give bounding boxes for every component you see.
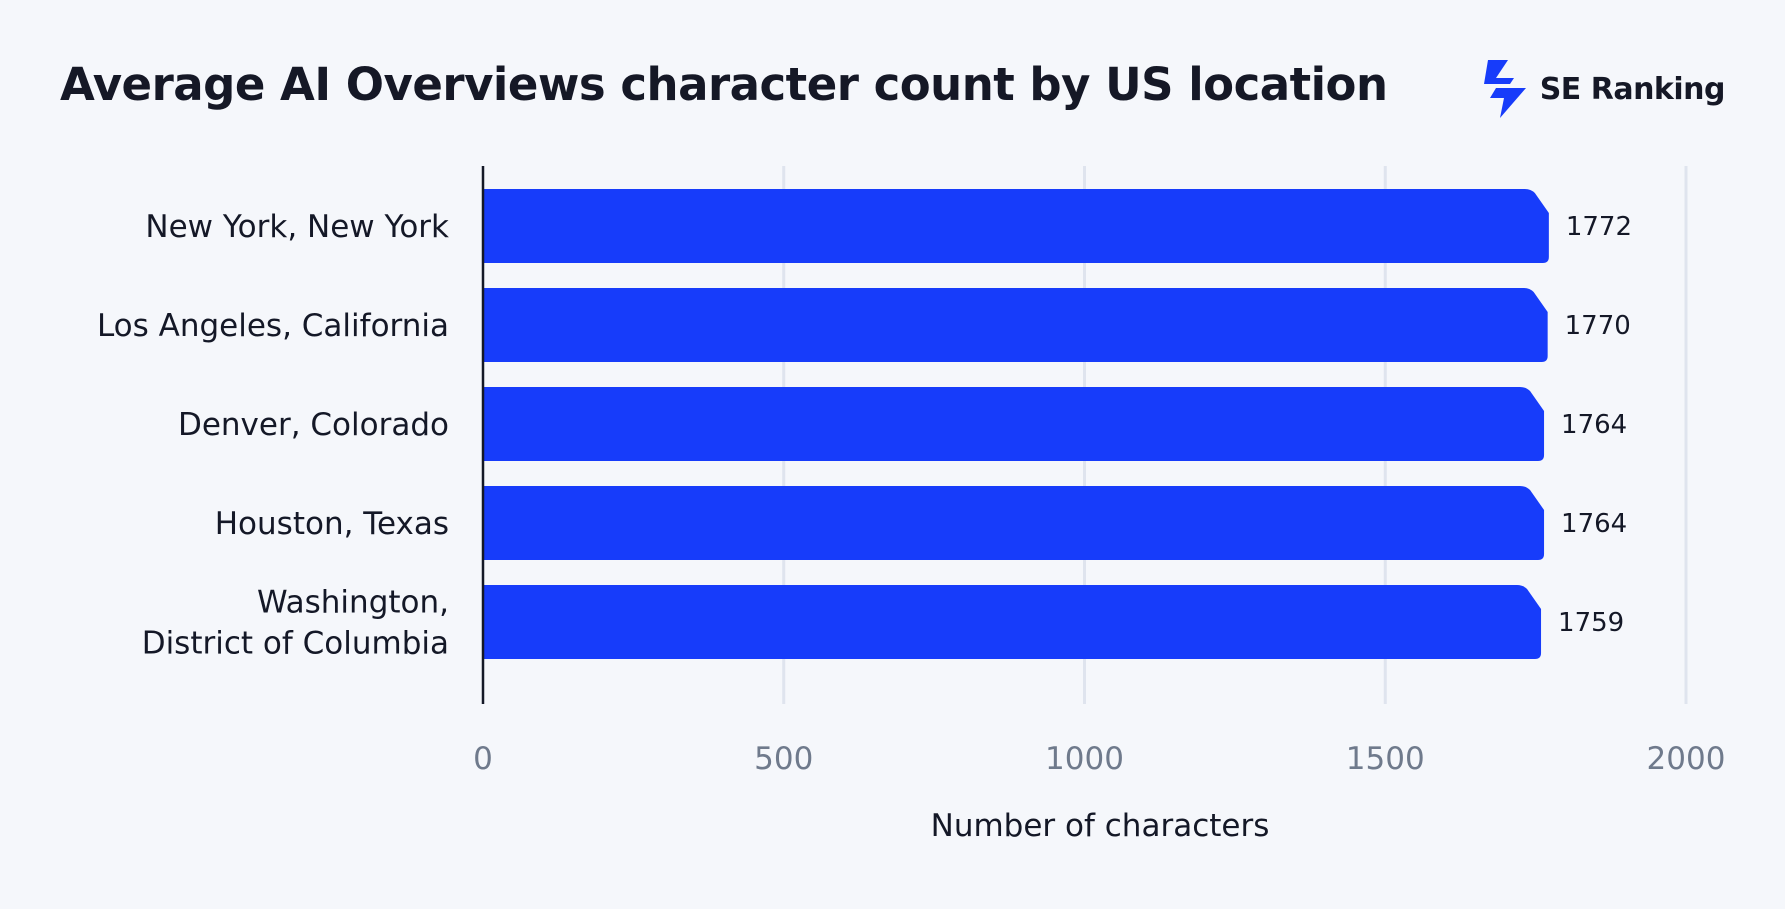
brand-name: SE Ranking [1539,71,1726,107]
bar [483,189,1549,263]
chart-title: Average AI Overviews character count by … [60,58,1388,111]
category-label: Denver, Colorado [178,407,449,443]
value-label: 1764 [1561,509,1627,539]
category-label: New York, New York [145,209,449,245]
value-label: 1764 [1561,410,1627,440]
value-label: 1770 [1565,311,1631,341]
tick-label: 2000 [1647,741,1726,777]
category-label: District of Columbia [142,626,449,662]
value-label: 1772 [1566,212,1632,242]
bar [483,288,1548,362]
category-label: Los Angeles, California [97,308,449,344]
tick-label: 500 [754,741,813,777]
tick-label: 0 [473,741,493,777]
se-ranking-logo-icon [1483,60,1526,118]
value-label: 1759 [1558,608,1624,638]
tick-label: 1000 [1045,741,1124,777]
category-label: Houston, Texas [215,506,449,542]
tick-label: 1500 [1346,741,1425,777]
bar [483,486,1545,560]
brand-logo: SE Ranking [1474,58,1726,120]
x-axis-title: Number of characters [931,808,1270,844]
category-label: Washington, [257,585,449,621]
bar [483,387,1545,461]
bar [483,585,1542,659]
